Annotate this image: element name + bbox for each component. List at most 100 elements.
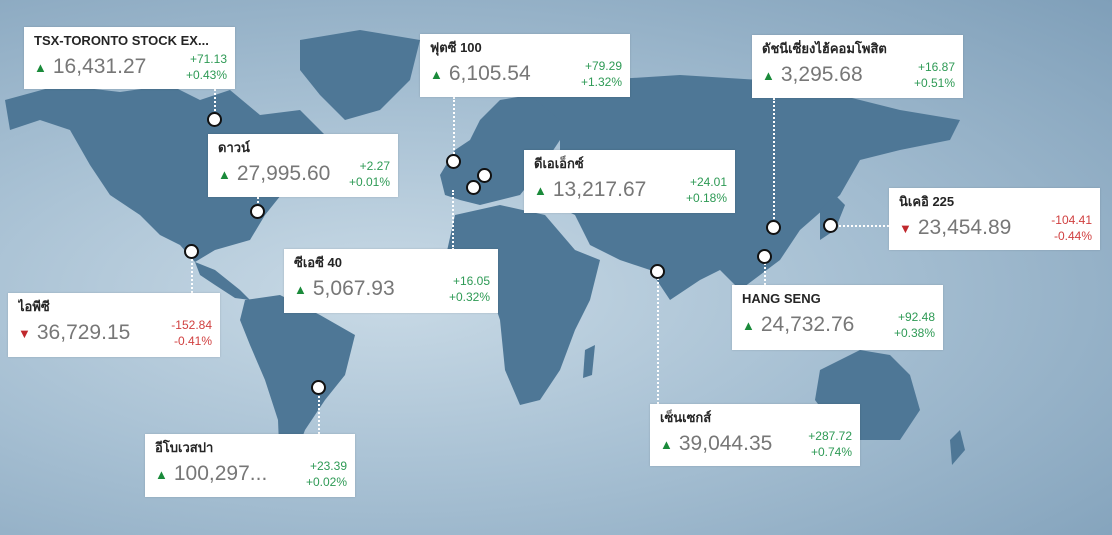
market-name: HANG SENG: [742, 291, 821, 306]
market-name: ดาวน์: [218, 140, 250, 155]
market-name: ซีเอซี 40: [294, 255, 342, 270]
market-change-group: -152.84 -0.41%: [171, 317, 212, 349]
market-change-group: +71.13 +0.43%: [186, 51, 227, 83]
market-change: +24.01: [689, 175, 727, 189]
market-card-ftse[interactable]: ฟุตซี 100 ▲ 6,105.54 +79.29 +1.32%: [420, 34, 630, 97]
market-value: 16,431.27: [52, 55, 147, 78]
connector-bovespa: [318, 387, 320, 434]
connector-sensex: [657, 271, 659, 404]
connector-sse: [773, 98, 775, 227]
market-card-bovespa[interactable]: อีโบเวสปา ▲ 100,297... +23.39 +0.02%: [145, 434, 355, 497]
market-change: +16.05: [452, 274, 490, 288]
market-percent: +0.02%: [305, 475, 347, 489]
market-percent: +0.18%: [685, 191, 727, 205]
triangle-up-icon: ▲: [34, 59, 47, 75]
market-percent: +0.38%: [893, 326, 935, 340]
central-america: [195, 262, 250, 300]
connector-ftse: [453, 97, 455, 161]
asia: [530, 75, 960, 300]
market-card-nikkei[interactable]: นิเคอิ 225 ▼ 23,454.89 -104.41 -0.44%: [889, 188, 1100, 250]
connector-nikkei: [830, 225, 889, 227]
market-change-group: +287.72 +0.74%: [808, 428, 852, 460]
market-value: 39,044.35: [678, 432, 773, 455]
connector-cac: [452, 190, 454, 250]
market-card-hsi[interactable]: HANG SENG ▲ 24,732.76 +92.48 +0.38%: [732, 285, 943, 350]
market-name: อีโบเวสปา: [155, 440, 214, 455]
market-change: -152.84: [171, 318, 212, 332]
market-change: +79.29: [584, 59, 622, 73]
market-percent: +0.74%: [810, 445, 852, 459]
market-percent: +0.32%: [448, 290, 490, 304]
triangle-up-icon: ▲: [155, 466, 168, 482]
marker-nikkei[interactable]: [823, 218, 838, 233]
marker-dax[interactable]: [477, 168, 492, 183]
triangle-down-icon: ▼: [18, 325, 31, 341]
market-card-cac[interactable]: ซีเอซี 40 ▲ 5,067.93 +16.05 +0.32%: [284, 249, 498, 313]
market-change: +16.87: [917, 60, 955, 74]
market-percent: -0.44%: [1053, 229, 1092, 243]
market-percent: +1.32%: [580, 75, 622, 89]
market-card-dow[interactable]: ดาวน์ ▲ 27,995.60 +2.27 +0.01%: [208, 134, 398, 197]
market-name: เซ็นเซกส์: [660, 410, 712, 425]
market-percent: +0.51%: [913, 76, 955, 90]
market-card-dax[interactable]: ดีเอเอ็กซ์ ▲ 13,217.67 +24.01 +0.18%: [524, 150, 735, 213]
market-name: ไอพีซี: [18, 299, 50, 314]
marker-dow[interactable]: [250, 204, 265, 219]
market-name: TSX-TORONTO STOCK EX...: [34, 33, 209, 48]
marker-ftse[interactable]: [446, 154, 461, 169]
marker-cac[interactable]: [466, 180, 481, 195]
marker-sse[interactable]: [766, 220, 781, 235]
market-name: นิเคอิ 225: [899, 194, 955, 209]
triangle-up-icon: ▲: [660, 436, 673, 452]
triangle-up-icon: ▲: [534, 182, 547, 198]
market-value: 24,732.76: [760, 313, 855, 336]
triangle-up-icon: ▲: [218, 166, 231, 182]
connector-ipc: [191, 251, 193, 293]
market-value: 36,729.15: [36, 321, 131, 344]
triangle-up-icon: ▲: [294, 281, 307, 297]
triangle-up-icon: ▲: [742, 317, 755, 333]
market-name: ดัชนีเซี่ยงไฮ้คอมโพสิต: [762, 41, 887, 56]
marker-tsx[interactable]: [207, 112, 222, 127]
market-change: +287.72: [808, 429, 852, 443]
marker-bovespa[interactable]: [311, 380, 326, 395]
market-value: 100,297...: [173, 462, 268, 485]
market-change: +71.13: [189, 52, 227, 66]
north-america: [5, 85, 330, 262]
south-america: [240, 295, 355, 470]
market-name: ฟุตซี 100: [430, 40, 482, 55]
market-name: ดีเอเอ็กซ์: [534, 156, 584, 171]
market-card-sse[interactable]: ดัชนีเซี่ยงไฮ้คอมโพสิต ▲ 3,295.68 +16.87…: [752, 35, 963, 98]
market-change-group: +24.01 +0.18%: [686, 174, 727, 206]
market-change-group: -104.41 -0.44%: [1051, 212, 1092, 244]
market-change-group: +16.87 +0.51%: [914, 59, 955, 91]
market-value: 3,295.68: [780, 63, 863, 86]
market-change: +2.27: [359, 159, 390, 173]
market-change: +92.48: [897, 310, 935, 324]
market-change-group: +2.27 +0.01%: [349, 158, 390, 190]
market-change: +23.39: [309, 459, 347, 473]
triangle-down-icon: ▼: [899, 220, 912, 236]
market-change-group: +79.29 +1.32%: [581, 58, 622, 90]
market-change-group: +16.05 +0.32%: [449, 273, 490, 305]
market-change-group: +92.48 +0.38%: [894, 309, 935, 341]
madagascar: [583, 345, 595, 378]
new-zealand: [950, 430, 965, 465]
greenland: [300, 30, 420, 120]
connector-hsi: [764, 256, 766, 285]
marker-sensex[interactable]: [650, 264, 665, 279]
market-card-tsx[interactable]: TSX-TORONTO STOCK EX... ▲ 16,431.27 +71.…: [24, 27, 235, 89]
market-card-ipc[interactable]: ไอพีซี ▼ 36,729.15 -152.84 -0.41%: [8, 293, 220, 357]
marker-ipc[interactable]: [184, 244, 199, 259]
market-value: 6,105.54: [448, 62, 531, 85]
connector-tsx: [214, 89, 216, 119]
market-value: 23,454.89: [917, 216, 1012, 239]
market-percent: +0.43%: [185, 68, 227, 82]
triangle-up-icon: ▲: [430, 66, 443, 82]
market-change: -104.41: [1051, 213, 1092, 227]
market-card-sensex[interactable]: เซ็นเซกส์ ▲ 39,044.35 +287.72 +0.74%: [650, 404, 860, 466]
triangle-up-icon: ▲: [762, 67, 775, 83]
market-percent: -0.41%: [173, 334, 212, 348]
market-percent: +0.01%: [348, 175, 390, 189]
marker-hsi[interactable]: [757, 249, 772, 264]
